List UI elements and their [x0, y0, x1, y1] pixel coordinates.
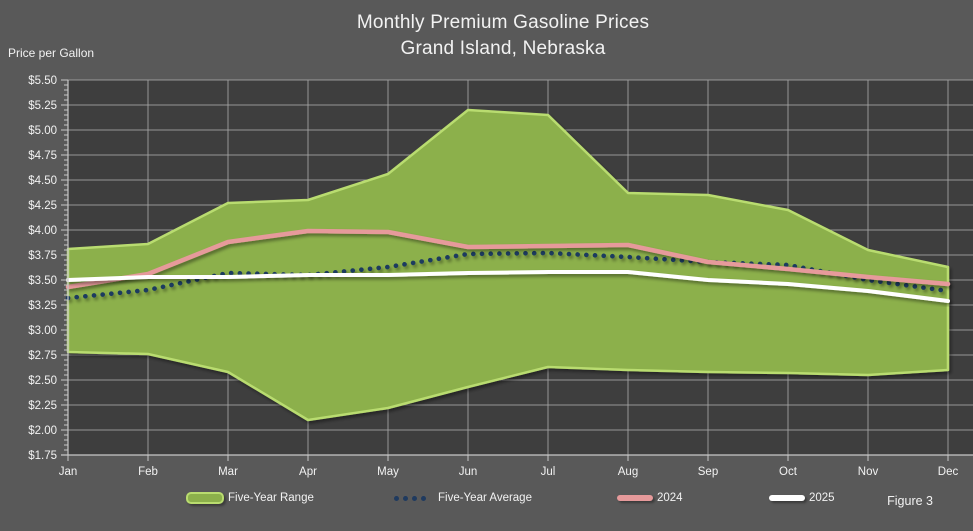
legend-label: 2025 — [809, 492, 835, 504]
y-tick-label: $2.25 — [28, 400, 57, 412]
x-tick-label: Nov — [858, 466, 879, 478]
y-axis-title: Price per Gallon — [8, 46, 94, 60]
chart-title: Monthly Premium Gasoline Prices Grand Is… — [33, 10, 973, 62]
legend-label: 2024 — [657, 492, 683, 504]
y-tick-label: $5.50 — [28, 75, 57, 87]
y-tick-label: $3.25 — [28, 300, 57, 312]
x-tick-label: Jan — [59, 466, 78, 478]
y-tick-label: $1.75 — [28, 450, 57, 462]
gasoline-price-chart: $5.50 $5.25 $5.00 $4.75 $4.50 $4.25 $4.00 $3.75… — [0, 0, 973, 531]
x-tick-label: Feb — [138, 466, 158, 478]
line-2024-swatch-icon — [617, 495, 653, 501]
y-tick-label: $3.75 — [28, 250, 57, 262]
chart-title-line1: Monthly Premium Gasoline Prices — [33, 10, 973, 36]
y-tick-label: $2.50 — [28, 375, 57, 387]
figure-number: Figure 3 — [887, 494, 933, 508]
y-tick-label: $5.00 — [28, 125, 57, 137]
dotted-swatch-icon — [394, 496, 434, 501]
y-tick-label: $4.00 — [28, 225, 57, 237]
legend-item-five-year-range: Five-Year Range — [186, 489, 314, 507]
x-tick-label: Oct — [779, 466, 798, 478]
legend-label: Five-Year Range — [228, 492, 314, 504]
x-tick-label: Sep — [698, 466, 718, 478]
y-tick-label: $4.75 — [28, 150, 57, 162]
chart-window: $5.50 $5.25 $5.00 $4.75 $4.50 $4.25 $4.00 $3.75… — [0, 0, 973, 531]
y-tick-label: $5.25 — [28, 100, 57, 112]
y-tick-label: $3.00 — [28, 325, 57, 337]
x-tick-label: Aug — [618, 466, 638, 478]
range-swatch-icon — [186, 492, 224, 504]
y-tick-label: $2.75 — [28, 350, 57, 362]
y-tick-label: $3.50 — [28, 275, 57, 287]
x-tick-label: Jun — [459, 466, 478, 478]
x-tick-label: Mar — [218, 466, 238, 478]
line-2025-swatch-icon — [769, 495, 805, 501]
legend-item-2025: 2025 — [769, 489, 835, 507]
legend-item-2024: 2024 — [617, 489, 683, 507]
x-tick-label: Jul — [541, 466, 556, 478]
y-tick-label: $4.50 — [28, 175, 57, 187]
x-tick-label: May — [377, 466, 399, 478]
legend-item-five-year-average: Five-Year Average — [394, 489, 532, 507]
y-tick-label: $4.25 — [28, 200, 57, 212]
chart-title-line2: Grand Island, Nebraska — [33, 36, 973, 62]
y-tick-label: $2.00 — [28, 425, 57, 437]
x-tick-label: Apr — [299, 466, 317, 478]
legend-label: Five-Year Average — [438, 492, 532, 504]
x-tick-label: Dec — [938, 466, 959, 478]
